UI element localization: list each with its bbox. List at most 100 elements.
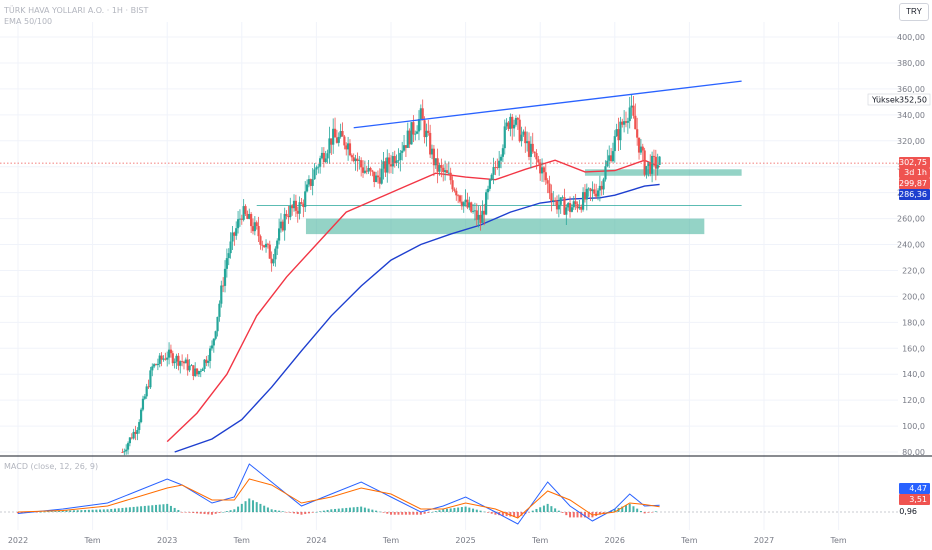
candle-body <box>246 213 249 219</box>
candle-body <box>268 244 271 259</box>
candle-body <box>457 195 460 197</box>
macd-histogram-bar <box>438 510 441 512</box>
macd-histogram-bar <box>39 512 42 513</box>
candle-body <box>486 188 490 193</box>
candle-body <box>251 226 255 232</box>
macd-line <box>17 463 660 525</box>
macd-histogram-bar <box>561 512 564 513</box>
ema-100-line <box>174 183 660 453</box>
macd-histogram-bar <box>449 508 452 512</box>
candle-body <box>526 141 529 144</box>
candle-body <box>145 386 148 397</box>
price-tick-label: 340,00 <box>897 111 925 120</box>
macd-histogram-bar <box>259 503 262 512</box>
candle-body <box>311 179 314 186</box>
ema100-tag-bg <box>899 189 930 200</box>
candle-body <box>376 175 380 178</box>
candle-body <box>464 199 467 203</box>
candle-body <box>330 138 333 145</box>
candle-body <box>432 148 435 166</box>
macd-histogram-bar <box>136 506 139 512</box>
support-zone <box>305 218 705 235</box>
candle-body <box>276 240 279 249</box>
candle-body <box>404 145 408 148</box>
last-price-tag: 302,75 <box>899 158 927 167</box>
candle-body <box>143 396 146 399</box>
candle-body <box>182 361 186 364</box>
macd-histogram-bar <box>501 512 504 516</box>
candle-body <box>410 122 413 145</box>
currency-button[interactable]: TRY <box>899 3 929 21</box>
candle-body <box>222 285 225 287</box>
candle-body <box>171 353 174 364</box>
macd-histogram-bar <box>43 511 46 513</box>
candle-body <box>326 153 329 159</box>
macd-histogram-bar <box>606 512 609 513</box>
candle-body <box>261 244 264 246</box>
macd-histogram-bar <box>237 506 240 512</box>
price-tick-label: 220,0 <box>902 266 925 275</box>
candle-body <box>360 160 363 168</box>
macd-histogram-bar <box>173 507 176 512</box>
candle-body <box>363 170 366 173</box>
candle-body <box>227 253 230 259</box>
macd-histogram-bar <box>580 512 583 518</box>
macd-histogram-bar <box>192 512 195 514</box>
macd-histogram-bar <box>651 512 654 513</box>
macd-histogram-bar <box>87 509 90 512</box>
candle-body <box>151 366 154 371</box>
indicator-legend[interactable]: EMA 50/100 <box>4 17 53 26</box>
candle-body <box>257 226 260 237</box>
macd-histogram-bar <box>569 512 572 518</box>
macd-histogram-bar <box>263 505 266 512</box>
candle-body <box>128 437 131 444</box>
macd-histogram-bar <box>207 512 210 515</box>
candle-body <box>434 158 437 166</box>
candle-body <box>421 108 424 121</box>
candle-body <box>333 128 337 138</box>
candle-body <box>637 137 641 153</box>
candle-body <box>583 192 587 200</box>
candle-body <box>626 121 629 123</box>
macd-histogram-bar <box>319 511 322 512</box>
candle-body <box>524 131 527 144</box>
candle-body <box>451 180 454 190</box>
time-tick-label: Tem <box>829 536 846 545</box>
candle-body <box>300 202 303 204</box>
macd-histogram-bar <box>307 512 310 514</box>
candle-body <box>255 222 258 227</box>
macd-histogram-bar <box>58 510 61 512</box>
candle-body <box>570 207 574 212</box>
candle-body <box>600 185 603 190</box>
candle-body <box>479 214 482 223</box>
macd-histogram-bar <box>602 512 605 514</box>
macd-legend[interactable]: MACD (close, 12, 26, 9) <box>4 462 99 471</box>
macd-histogram-bar <box>315 512 318 513</box>
candle-body <box>154 364 158 366</box>
macd-histogram-bar <box>334 508 337 512</box>
macd-histogram-bar <box>431 512 434 513</box>
macd-histogram-bar <box>486 512 489 513</box>
macd-histogram-bar <box>390 512 392 515</box>
macd-histogram-bar <box>367 508 370 512</box>
candle-body <box>505 122 508 127</box>
candle-body <box>313 169 316 180</box>
macd-histogram-bar <box>65 510 68 512</box>
candle-body <box>188 365 191 371</box>
macd-histogram-bar <box>91 509 94 512</box>
candle-body <box>132 431 135 439</box>
candle-body <box>561 197 564 199</box>
macd-histogram-bar <box>296 512 299 515</box>
time-tick-label: Tem <box>233 536 250 545</box>
macd-histogram-bar <box>233 509 236 512</box>
candle-body <box>199 371 202 372</box>
candle-body <box>248 214 251 219</box>
candle-body <box>563 197 566 215</box>
high-tag-bg <box>867 93 931 106</box>
candle-body <box>453 189 456 191</box>
macd-histogram-bar <box>341 508 344 512</box>
candle-body <box>130 437 133 439</box>
candle-body <box>503 126 506 149</box>
candle-body <box>401 150 404 153</box>
